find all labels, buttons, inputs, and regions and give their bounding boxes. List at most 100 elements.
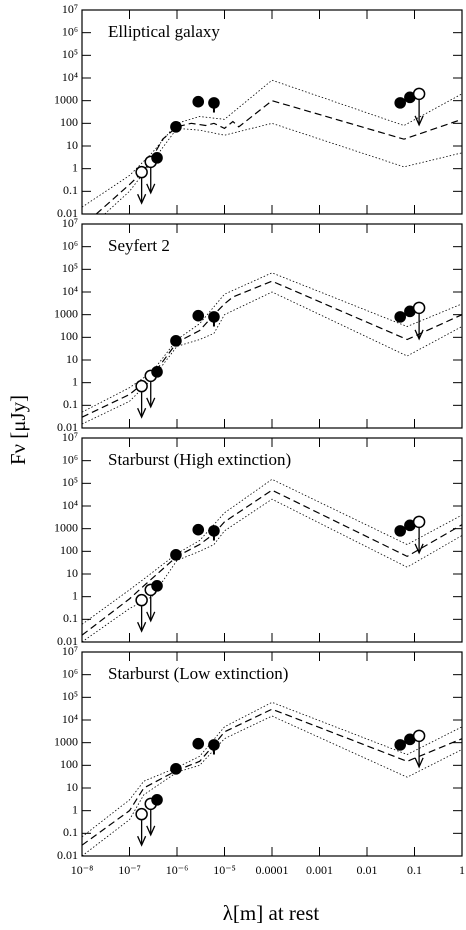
y-tick-label: 0.01 — [57, 206, 78, 220]
model-line-bound — [82, 498, 462, 642]
y-tick-label: 10⁵ — [62, 261, 78, 275]
y-tick-label: 1 — [72, 160, 78, 174]
plot-area — [82, 701, 462, 856]
y-tick-label: 1000 — [54, 734, 78, 748]
y-tick-label: 0.1 — [63, 825, 78, 839]
model-line-median — [82, 489, 462, 636]
upper-limit-arrowhead — [146, 611, 156, 623]
x-tick-label: 0.01 — [357, 863, 378, 877]
model-line-median — [82, 280, 462, 418]
model-line-median — [95, 100, 462, 214]
model-line-bound — [82, 478, 462, 625]
filled-point — [192, 523, 205, 536]
y-tick-label: 10⁴ — [62, 498, 78, 512]
y-tick-label: 10⁴ — [62, 712, 78, 726]
y-tick-label: 1 — [72, 802, 78, 816]
x-tick-label: 0.0001 — [256, 863, 289, 877]
y-tick-label: 10⁶ — [62, 238, 78, 252]
y-tick-label: 10⁵ — [62, 47, 78, 61]
panel-title: Seyfert 2 — [108, 236, 170, 255]
upper-limit-arrowhead — [414, 329, 424, 341]
panel-title: Elliptical galaxy — [108, 22, 220, 41]
y-tick-label: 1 — [72, 374, 78, 388]
upper-limit-arrowhead — [146, 825, 156, 837]
upper-limit-arrowhead — [146, 183, 156, 195]
filled-point — [151, 366, 163, 378]
open-point — [135, 379, 148, 393]
x-tick-label: 1 — [459, 863, 465, 877]
filled-point — [394, 97, 407, 109]
filled-point — [170, 549, 182, 561]
filled-point — [404, 733, 416, 746]
open-point — [412, 301, 426, 315]
y-tick-label: 0.01 — [57, 634, 78, 648]
filled-point — [170, 121, 182, 133]
open-point — [135, 593, 148, 607]
y-tick-label: 10⁷ — [62, 644, 78, 658]
x-tick-label: 10⁻⁸ — [71, 863, 94, 877]
x-tick-label: 10⁻⁵ — [213, 863, 236, 877]
model-line-bound — [82, 715, 462, 856]
open-point — [412, 515, 426, 529]
model-line-bound — [82, 701, 462, 838]
y-tick-label: 10⁷ — [62, 2, 78, 16]
y-tick-label: 0.1 — [63, 611, 78, 625]
filled-point — [208, 739, 220, 751]
y-tick-label: 10⁴ — [62, 70, 78, 84]
y-tick-label: 10⁶ — [62, 452, 78, 466]
x-axis-label: λ[m] at rest — [223, 901, 320, 925]
filled-point — [192, 309, 205, 322]
y-tick-label: 10 — [66, 352, 78, 366]
model-line-bound — [82, 272, 462, 413]
filled-point — [404, 519, 416, 532]
y-axis-label: Fν [μJy] — [6, 395, 30, 465]
y-tick-label: 10⁴ — [62, 284, 78, 298]
x-tick-label: 10⁻⁷ — [118, 863, 141, 877]
y-tick-label: 1000 — [54, 520, 78, 534]
panel-title: Starburst (Low extinction) — [108, 664, 288, 683]
open-point — [412, 729, 426, 743]
y-tick-label: 100 — [60, 115, 78, 129]
filled-point — [394, 311, 407, 323]
filled-point — [208, 525, 220, 537]
upper-limit-arrowhead — [146, 397, 156, 409]
x-tick-label: 0.001 — [306, 863, 333, 877]
y-tick-label: 100 — [60, 757, 78, 771]
filled-point — [151, 152, 163, 164]
filled-point — [192, 737, 205, 750]
upper-limit-arrowhead — [414, 543, 424, 555]
y-tick-label: 100 — [60, 543, 78, 557]
filled-point — [208, 311, 220, 323]
y-tick-label: 10 — [66, 138, 78, 152]
filled-point — [151, 580, 163, 592]
open-point — [135, 807, 148, 821]
upper-limit-arrowhead — [137, 407, 147, 419]
y-tick-label: 10 — [66, 780, 78, 794]
upper-limit-arrowhead — [414, 757, 424, 769]
model-line-median — [82, 708, 462, 846]
y-tick-label: 0.01 — [57, 420, 78, 434]
model-line-bound — [104, 122, 462, 214]
upper-limit-arrowhead — [137, 621, 147, 633]
upper-limit-arrowhead — [137, 193, 147, 205]
plot-area — [82, 272, 462, 425]
upper-limit-arrowhead — [414, 115, 424, 127]
filled-point — [192, 95, 205, 108]
y-tick-label: 10⁷ — [62, 430, 78, 444]
plot-area — [82, 478, 462, 642]
filled-point — [394, 525, 407, 537]
filled-point — [151, 794, 163, 806]
y-tick-label: 10⁵ — [62, 689, 78, 703]
y-tick-label: 0.1 — [63, 183, 78, 197]
filled-point — [170, 335, 182, 347]
y-tick-label: 10⁶ — [62, 666, 78, 680]
panel-title: Starburst (High extinction) — [108, 450, 291, 469]
filled-point — [404, 91, 416, 104]
y-tick-label: 10 — [66, 566, 78, 580]
y-tick-label: 10⁷ — [62, 216, 78, 230]
filled-point — [208, 97, 220, 109]
filled-point — [394, 739, 407, 751]
filled-point — [170, 763, 182, 775]
